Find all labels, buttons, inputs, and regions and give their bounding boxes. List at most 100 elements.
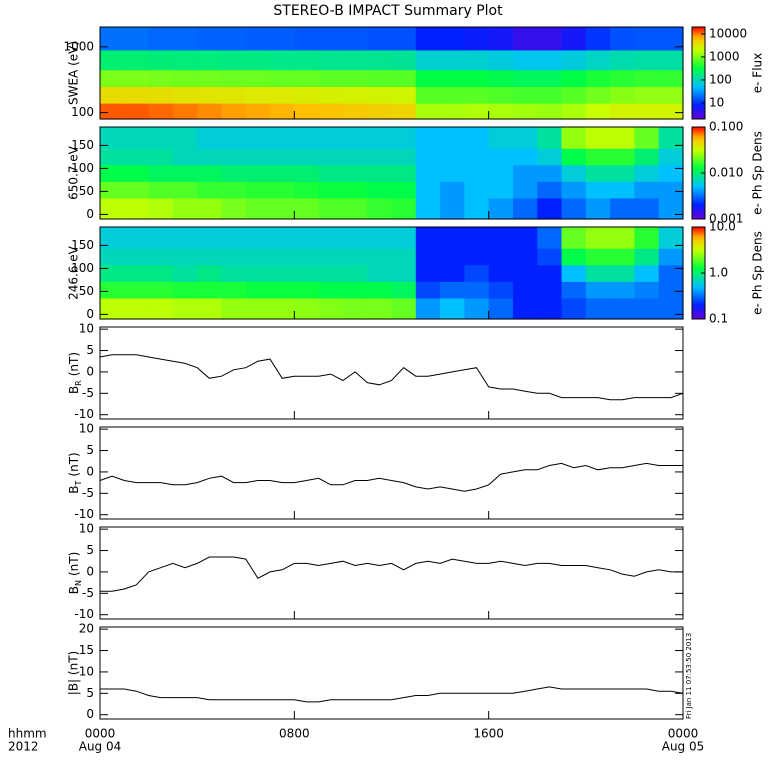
spectrogram-cell <box>415 103 441 120</box>
spectrogram-cell <box>367 127 393 149</box>
spectrogram-cell <box>270 49 295 71</box>
spectrogram-cell <box>367 297 393 320</box>
spectrogram-cell <box>367 103 393 120</box>
y-tick-label: 0 <box>86 564 94 578</box>
spectrogram-cell <box>124 103 150 120</box>
spectrogram-cell <box>537 148 563 166</box>
spectrogram-cell <box>172 164 198 182</box>
spectrogram-cell <box>221 264 247 282</box>
spectrogram-cell <box>610 181 636 199</box>
spectrogram-cell <box>585 86 611 104</box>
spectrogram-cell <box>415 181 441 199</box>
spectrogram-cell <box>440 227 465 249</box>
y-tick-label: 5 <box>86 443 94 457</box>
spectrogram-cell <box>197 86 223 104</box>
spectrogram-cell <box>585 281 611 299</box>
spectrogram-cell <box>537 69 563 88</box>
spectrogram-cell <box>270 164 295 182</box>
spectrogram-cell <box>512 164 538 182</box>
spectrogram-cell <box>537 164 563 182</box>
spectrogram-cell <box>610 148 636 166</box>
spectrogram-cell <box>148 227 174 249</box>
spectrogram-cell <box>488 148 514 166</box>
spectrogram-cell <box>318 197 344 220</box>
field-line <box>100 686 684 703</box>
spectrogram-cell <box>440 49 465 71</box>
spectrogram-cell <box>148 264 174 282</box>
spectrogram-cell <box>512 86 538 104</box>
x-tick-label: 0000 <box>85 727 116 741</box>
spectrogram-cell <box>197 49 223 71</box>
spectrogram-cell <box>512 127 538 149</box>
spectrogram-cell <box>245 27 271 51</box>
spectrogram-cell <box>561 227 587 249</box>
spectrogram-cell <box>318 297 344 320</box>
spectrogram-cell <box>124 86 150 104</box>
spectrogram-cell <box>440 164 465 182</box>
spectrogram-cell <box>342 181 368 199</box>
y-tick-label: 5 <box>86 343 94 357</box>
spectrogram-cell <box>342 49 368 71</box>
spectrogram-cell <box>537 248 563 266</box>
spectrogram-cell <box>610 49 636 71</box>
y-tick-label: -5 <box>82 586 94 600</box>
spectrogram-cell <box>391 281 417 299</box>
spectrogram-cell <box>342 264 368 282</box>
spectrogram-cell <box>415 297 441 320</box>
spectrogram-cell <box>658 281 684 299</box>
spectrogram-cell <box>318 281 344 299</box>
spectrogram-cell <box>391 297 417 320</box>
spectrogram-cell <box>221 148 247 166</box>
spectrogram-cell <box>512 197 538 220</box>
spectrogram-cell <box>318 164 344 182</box>
spectrogram-cell <box>294 49 320 71</box>
spectrogram-cell <box>124 127 150 149</box>
spectrogram-cell <box>464 264 490 282</box>
spectrogram-cell <box>610 248 636 266</box>
spectrogram-cell <box>245 49 271 71</box>
spectrogram-cell <box>197 227 223 249</box>
spectrogram-cell <box>245 148 271 166</box>
spectrogram-cell <box>294 86 320 104</box>
spectrogram-cell <box>440 148 465 166</box>
panel-frame <box>99 26 684 120</box>
start-date: Aug 04 <box>79 740 122 754</box>
spectrogram-cell <box>391 227 417 249</box>
spectrogram-cell <box>391 148 417 166</box>
spectrogram-cell <box>585 27 611 51</box>
spectrogram-cell <box>197 164 223 182</box>
spectrogram-cell <box>148 103 174 120</box>
spectrogram-cell <box>658 227 684 249</box>
y-tick-label: 0 <box>86 307 94 321</box>
y-tick-label: 0 <box>86 464 94 478</box>
spectrogram-cell <box>221 281 247 299</box>
y-tick-label: 15 <box>79 643 94 657</box>
spectrogram-cell <box>464 69 490 88</box>
y-tick-label: 10 <box>79 522 94 536</box>
spectrogram-cell <box>440 86 465 104</box>
colorbar-tick-label: 0.010 <box>709 166 743 180</box>
y-axis-label: BR (nT) <box>67 352 83 394</box>
y-label-symbol: B <box>67 586 81 594</box>
spectrogram-cell <box>634 103 660 120</box>
spectrogram-cell <box>197 297 223 320</box>
spectrogram-cell <box>148 148 174 166</box>
spectrogram-cell <box>634 27 660 51</box>
spectrogram-cell <box>610 297 636 320</box>
spectrogram-cell <box>561 27 587 51</box>
spectrogram-cell <box>634 127 660 149</box>
y-label-subscript: T <box>74 480 83 486</box>
spectrogram-cell <box>585 248 611 266</box>
y-tick-label: 10 <box>79 422 94 436</box>
colorbar-label: e- Ph Sp Dens <box>751 231 765 315</box>
spectrogram-cell <box>172 227 198 249</box>
spectrogram-cell <box>172 297 198 320</box>
spectrogram-cell <box>634 69 660 88</box>
spectrogram-cell <box>148 69 174 88</box>
spectrogram-cell <box>537 281 563 299</box>
panel-frame <box>99 126 684 220</box>
spectrogram-cell <box>415 281 441 299</box>
spectrogram-cell <box>415 164 441 182</box>
spectrogram-cell <box>561 297 587 320</box>
spectrogram-cell <box>537 49 563 71</box>
